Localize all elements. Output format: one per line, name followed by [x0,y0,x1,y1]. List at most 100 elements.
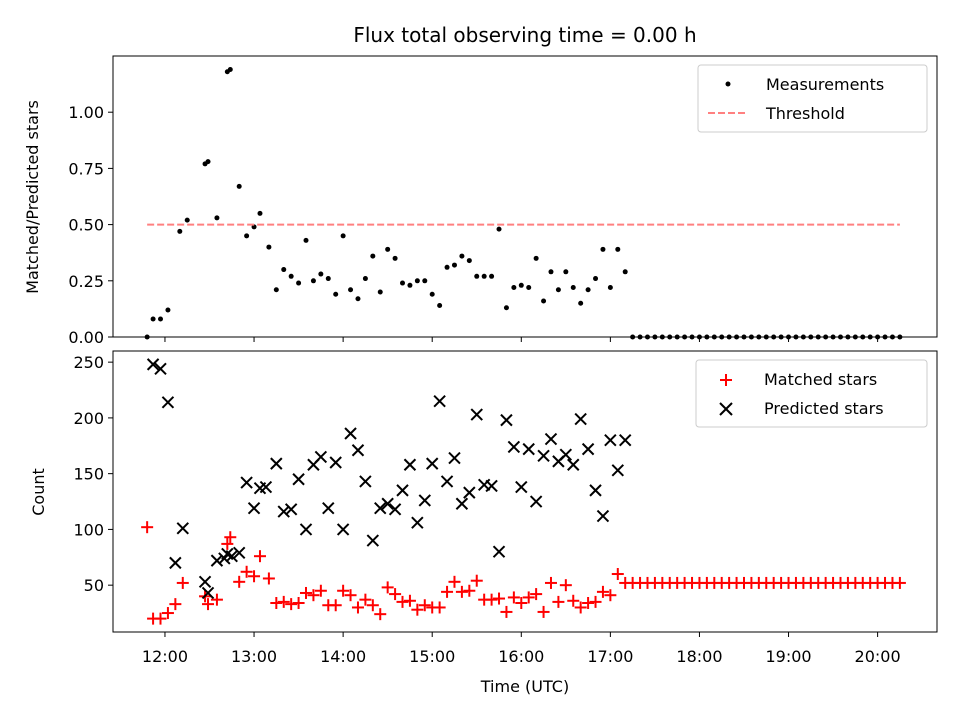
predicted-point [611,464,624,477]
bottom-legend-box [695,359,928,428]
matched-point [515,597,528,610]
predicted-point [403,458,417,471]
measurement-point [355,296,361,302]
measurement-point [622,269,628,275]
matched-point [221,537,234,550]
matched-point [262,572,275,585]
measurement-point [585,287,591,293]
x-tick-label: 20:00 [855,647,901,666]
matched-point [329,599,342,612]
predicted-point [470,408,483,421]
top-panel-x-ticks [164,337,879,342]
matched-point [485,593,498,606]
matched-point [411,603,424,616]
measurement-point [340,233,346,239]
measurement-point [165,307,171,313]
measurement-point [481,273,487,279]
measurement-point [437,303,443,309]
matched-point [463,584,476,597]
legend-predicted-label: Predicted stars [764,399,884,418]
matched-point [154,612,167,625]
measurement-point [257,210,263,216]
matched-point [344,589,357,602]
x-tick-label: 15:00 [409,647,455,666]
measurement-point [310,278,316,284]
matched-point [337,584,350,597]
y-tick-label: 0.75 [68,159,104,178]
x-axis-label: Time (UTC) [480,677,569,696]
y-tick-label: 50 [84,576,104,595]
bottom-panel-x-ticks: 12:00 13:00 14:00 15:00 16:00 17:00 18:00 19:00… [142,632,901,666]
predicted-point [544,432,558,446]
predicted-point [146,358,160,371]
bottom-panel-marks [141,358,906,625]
legend-measurements-marker [725,81,731,87]
measurement-point [555,287,561,293]
legend-predicted-marker [719,402,733,416]
predicted-point [259,480,273,494]
matched-point [589,595,602,608]
matched-point [493,592,506,605]
predicted-point [329,456,342,469]
matched-point [307,589,320,602]
matched-point [233,575,246,588]
y-tick-label: 200 [73,409,104,428]
predicted-point [619,433,632,447]
x-tick-label: 17:00 [587,647,633,666]
x-tick-label: 13:00 [231,647,277,666]
matched-point [522,591,535,604]
legend-measurements-label: Measurements [766,75,884,94]
predicted-point [604,433,617,447]
top-chart-title: Flux total observing time = 0.00 h [353,23,696,47]
matched-point [366,599,379,612]
matched-point [604,589,617,602]
measurement-point [414,278,420,284]
predicted-point [374,502,387,515]
measurement-point [570,285,576,291]
predicted-point [433,394,446,408]
measurement-point [444,264,450,270]
measurement-point [474,273,480,279]
matched-point [396,595,409,608]
bottom-panel-frame [112,350,938,633]
x-tick-label: 16:00 [498,647,544,666]
measurement-point [158,316,164,322]
measurement-point [288,273,294,279]
predicted-point [232,546,246,560]
y-tick-label: 100 [73,520,104,539]
predicted-point [161,396,175,409]
y-tick-label: 0.25 [68,272,104,291]
y-tick-label: 0.00 [68,328,104,347]
legend-matched-marker [720,374,732,386]
measurement-point [370,253,376,259]
measurement-point [578,300,584,306]
predicted-point [284,503,298,516]
measurement-point [214,215,220,221]
measurement-point [615,246,621,252]
legend-matched-label: Matched stars [764,370,877,389]
matched-point [141,521,154,534]
predicted-point [225,549,238,563]
measurement-point [548,269,554,275]
predicted-point [359,475,372,488]
top-panel: Flux total observing time = 0.00 h 0.00 0… [23,23,938,347]
matched-point [389,588,402,601]
matched-point [500,605,513,618]
predicted-point [589,484,602,497]
matched-point [567,594,580,607]
matched-point [596,585,609,598]
predicted-point [596,509,610,523]
matched-point [381,581,394,594]
y-tick-label: 0.50 [68,216,104,235]
measurement-point [533,255,539,261]
predicted-point [336,523,350,536]
measurement-point [511,285,517,291]
top-legend: Measurements Threshold [697,64,928,133]
matched-point [161,607,174,620]
measurement-point [296,280,302,286]
predicted-point [314,450,328,464]
matched-point [433,601,446,614]
matched-point [248,570,261,583]
measurement-point [451,262,457,268]
